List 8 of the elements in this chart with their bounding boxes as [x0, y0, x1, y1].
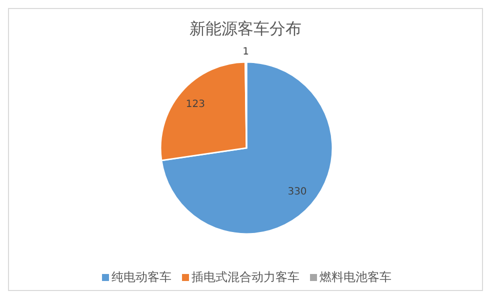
legend-label: 纯电动客车	[112, 269, 172, 286]
legend-label: 燃料电池客车	[320, 269, 392, 286]
data-label: 330	[288, 186, 307, 198]
data-label: 1	[242, 46, 250, 58]
legend-label: 插电式混合动力客车	[192, 269, 300, 286]
chart-title: 新能源客车分布	[188, 19, 302, 40]
pie-slice	[160, 61, 334, 235]
data-label: 123	[186, 98, 205, 110]
